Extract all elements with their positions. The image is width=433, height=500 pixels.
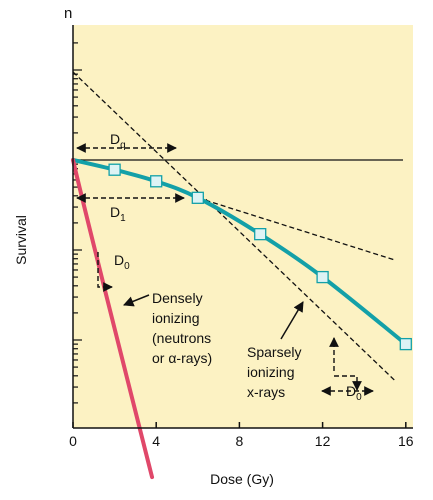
y-axis-label: Survival (13, 215, 29, 265)
densely-ionizing-label: Densely ionizing (neutrons or α-rays) (152, 290, 212, 366)
sparsely-line-3: x-rays (247, 384, 285, 400)
x-tick-label: 0 (69, 433, 77, 449)
x-tick-label: 4 (152, 433, 160, 449)
densely-pointer (123, 294, 150, 307)
x-axis-label: Dose (Gy) (210, 471, 274, 487)
data-point (254, 228, 267, 241)
x-tick-label: 8 (236, 433, 244, 449)
data-point (399, 337, 412, 351)
initial-slope-line (197, 197, 396, 261)
data-point (108, 163, 121, 176)
d0-sparse-subscript: 0 (356, 392, 362, 403)
sparsely-line-2: ionizing (247, 364, 294, 380)
axes (72, 25, 413, 429)
densely-ionizing-curve (71, 158, 155, 480)
marker-layer (108, 163, 412, 351)
d0-dense-label: D0 (114, 252, 130, 272)
d0-sparse-bracket (334, 375, 362, 391)
d0-dense-subscript: 0 (124, 261, 130, 272)
dq-subscript: q (120, 140, 126, 151)
annotation-arrows (76, 143, 374, 396)
d1-subscript: 1 (120, 213, 126, 224)
d0-dense-main: D (114, 252, 124, 268)
d0-sparse-label: D0 (346, 383, 362, 403)
d0-dense-bracket (97, 252, 113, 292)
d0-sparse-main: D (346, 383, 356, 399)
d1-label: D1 (110, 204, 126, 224)
x-tick-label: 12 (315, 433, 331, 449)
densely-line-4: or α-rays) (152, 350, 212, 366)
data-point (191, 191, 204, 204)
sparsely-line-1: Sparsely (247, 344, 301, 360)
densely-line-2: ionizing (152, 310, 199, 326)
densely-line-1: Densely (152, 290, 203, 306)
sparsely-ionizing-label: Sparsely ionizing x-rays (247, 344, 301, 400)
data-point (150, 175, 163, 188)
densely-line-3: (neutrons (152, 330, 211, 346)
d1-main: D (110, 204, 120, 220)
data-point (316, 270, 329, 284)
sparsely-pointer (280, 301, 304, 340)
n-label: n (64, 5, 72, 22)
extrapolation-line (72, 71, 396, 382)
plot-area (73, 25, 413, 428)
dq-main: D (110, 131, 120, 147)
x-tick-label: 16 (398, 433, 414, 449)
dq-label: Dq (110, 131, 126, 151)
reference-lines (72, 71, 403, 382)
x-tick-labels: 0 4 8 12 16 (69, 422, 414, 449)
